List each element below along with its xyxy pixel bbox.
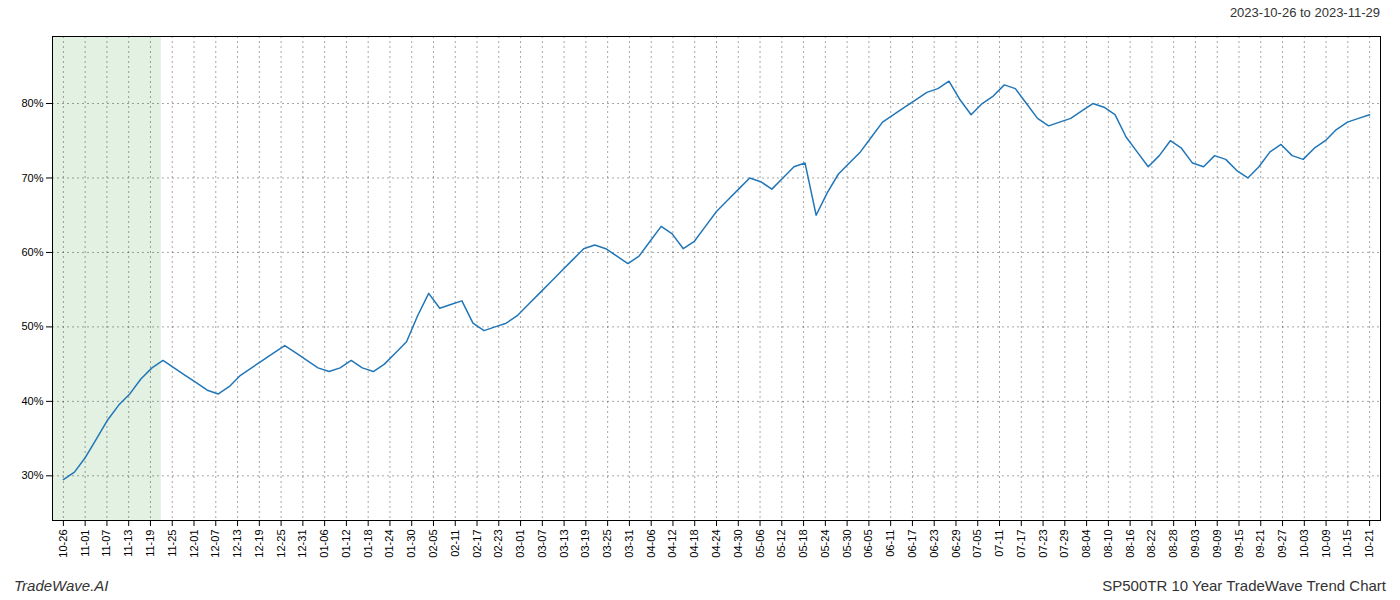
svg-text:09-03: 09-03 (1189, 530, 1201, 558)
svg-text:05-06: 05-06 (754, 530, 766, 558)
svg-text:10-15: 10-15 (1341, 530, 1353, 558)
svg-text:09-15: 09-15 (1233, 530, 1245, 558)
svg-text:04-12: 04-12 (666, 530, 678, 558)
svg-text:12-13: 12-13 (231, 530, 243, 558)
svg-text:01-18: 01-18 (362, 530, 374, 558)
svg-text:11-01: 11-01 (79, 530, 91, 557)
svg-text:03-07: 03-07 (536, 530, 548, 558)
svg-text:05-18: 05-18 (797, 530, 809, 558)
svg-text:09-27: 09-27 (1276, 530, 1288, 558)
svg-text:09-21: 09-21 (1254, 530, 1266, 558)
svg-text:11-25: 11-25 (166, 530, 178, 557)
svg-text:05-30: 05-30 (841, 530, 853, 558)
svg-text:08-28: 08-28 (1167, 530, 1179, 558)
svg-text:01-12: 01-12 (340, 530, 352, 558)
svg-text:03-01: 03-01 (514, 530, 526, 558)
svg-text:12-25: 12-25 (275, 530, 287, 558)
svg-text:12-31: 12-31 (296, 530, 308, 558)
svg-text:03-25: 03-25 (601, 530, 613, 558)
svg-text:12-19: 12-19 (253, 530, 265, 558)
svg-text:12-07: 12-07 (209, 530, 221, 558)
svg-text:11-19: 11-19 (144, 530, 156, 557)
svg-text:01-24: 01-24 (383, 530, 395, 558)
svg-text:07-05: 07-05 (971, 530, 983, 558)
svg-text:02-23: 02-23 (492, 530, 504, 558)
html-text:SP500TR 10 Year TradeWave Tren: SP500TR 10 Year TradeWave Trend Chart (1102, 576, 1386, 594)
svg-text:11-07: 11-07 (100, 530, 112, 557)
svg-text:60%: 60% (21, 246, 43, 258)
svg-text:08-10: 08-10 (1102, 530, 1114, 558)
svg-text:03-13: 03-13 (558, 530, 570, 558)
html-text:TradeWave.AI: TradeWave.AI (14, 576, 109, 594)
svg-text:03-19: 03-19 (579, 530, 591, 558)
svg-text:01-06: 01-06 (318, 530, 330, 558)
svg-text:01-30: 01-30 (405, 530, 417, 558)
svg-text:08-04: 08-04 (1080, 530, 1092, 558)
svg-text:30%: 30% (21, 469, 43, 481)
svg-text:07-23: 07-23 (1037, 530, 1049, 558)
svg-text:50%: 50% (21, 320, 43, 332)
svg-text:06-11: 06-11 (884, 530, 896, 557)
svg-text:70%: 70% (21, 171, 43, 183)
svg-text:02-11: 02-11 (449, 530, 461, 557)
svg-text:07-17: 07-17 (1015, 530, 1027, 558)
svg-text:12-01: 12-01 (188, 530, 200, 558)
svg-text:10-09: 10-09 (1320, 530, 1332, 558)
svg-text:06-23: 06-23 (928, 530, 940, 558)
svg-text:05-24: 05-24 (819, 530, 831, 558)
svg-text:04-30: 04-30 (732, 530, 744, 558)
svg-text:10-21: 10-21 (1363, 530, 1375, 558)
svg-text:10-03: 10-03 (1298, 530, 1310, 558)
svg-text:03-31: 03-31 (623, 530, 635, 558)
svg-text:04-06: 04-06 (645, 530, 657, 558)
svg-text:04-18: 04-18 (688, 530, 700, 558)
html-text:2023-10-26 to 2023-11-29: 2023-10-26 to 2023-11-29 (1229, 4, 1380, 20)
svg-text:10-26: 10-26 (57, 530, 69, 558)
svg-text:02-05: 02-05 (427, 530, 439, 558)
svg-text:11-13: 11-13 (122, 530, 134, 557)
svg-text:05-12: 05-12 (775, 530, 787, 558)
svg-text:07-29: 07-29 (1058, 530, 1070, 558)
svg-text:06-29: 06-29 (949, 530, 961, 558)
svg-text:06-17: 06-17 (906, 530, 918, 558)
svg-text:08-16: 08-16 (1124, 530, 1136, 558)
svg-text:08-22: 08-22 (1145, 530, 1157, 558)
svg-text:07-11: 07-11 (993, 530, 1005, 557)
svg-text:06-05: 06-05 (862, 530, 874, 558)
svg-text:04-24: 04-24 (710, 530, 722, 558)
svg-text:09-09: 09-09 (1211, 530, 1223, 558)
svg-text:02-17: 02-17 (471, 530, 483, 558)
svg-text:80%: 80% (21, 97, 43, 109)
svg-text:40%: 40% (21, 395, 43, 407)
